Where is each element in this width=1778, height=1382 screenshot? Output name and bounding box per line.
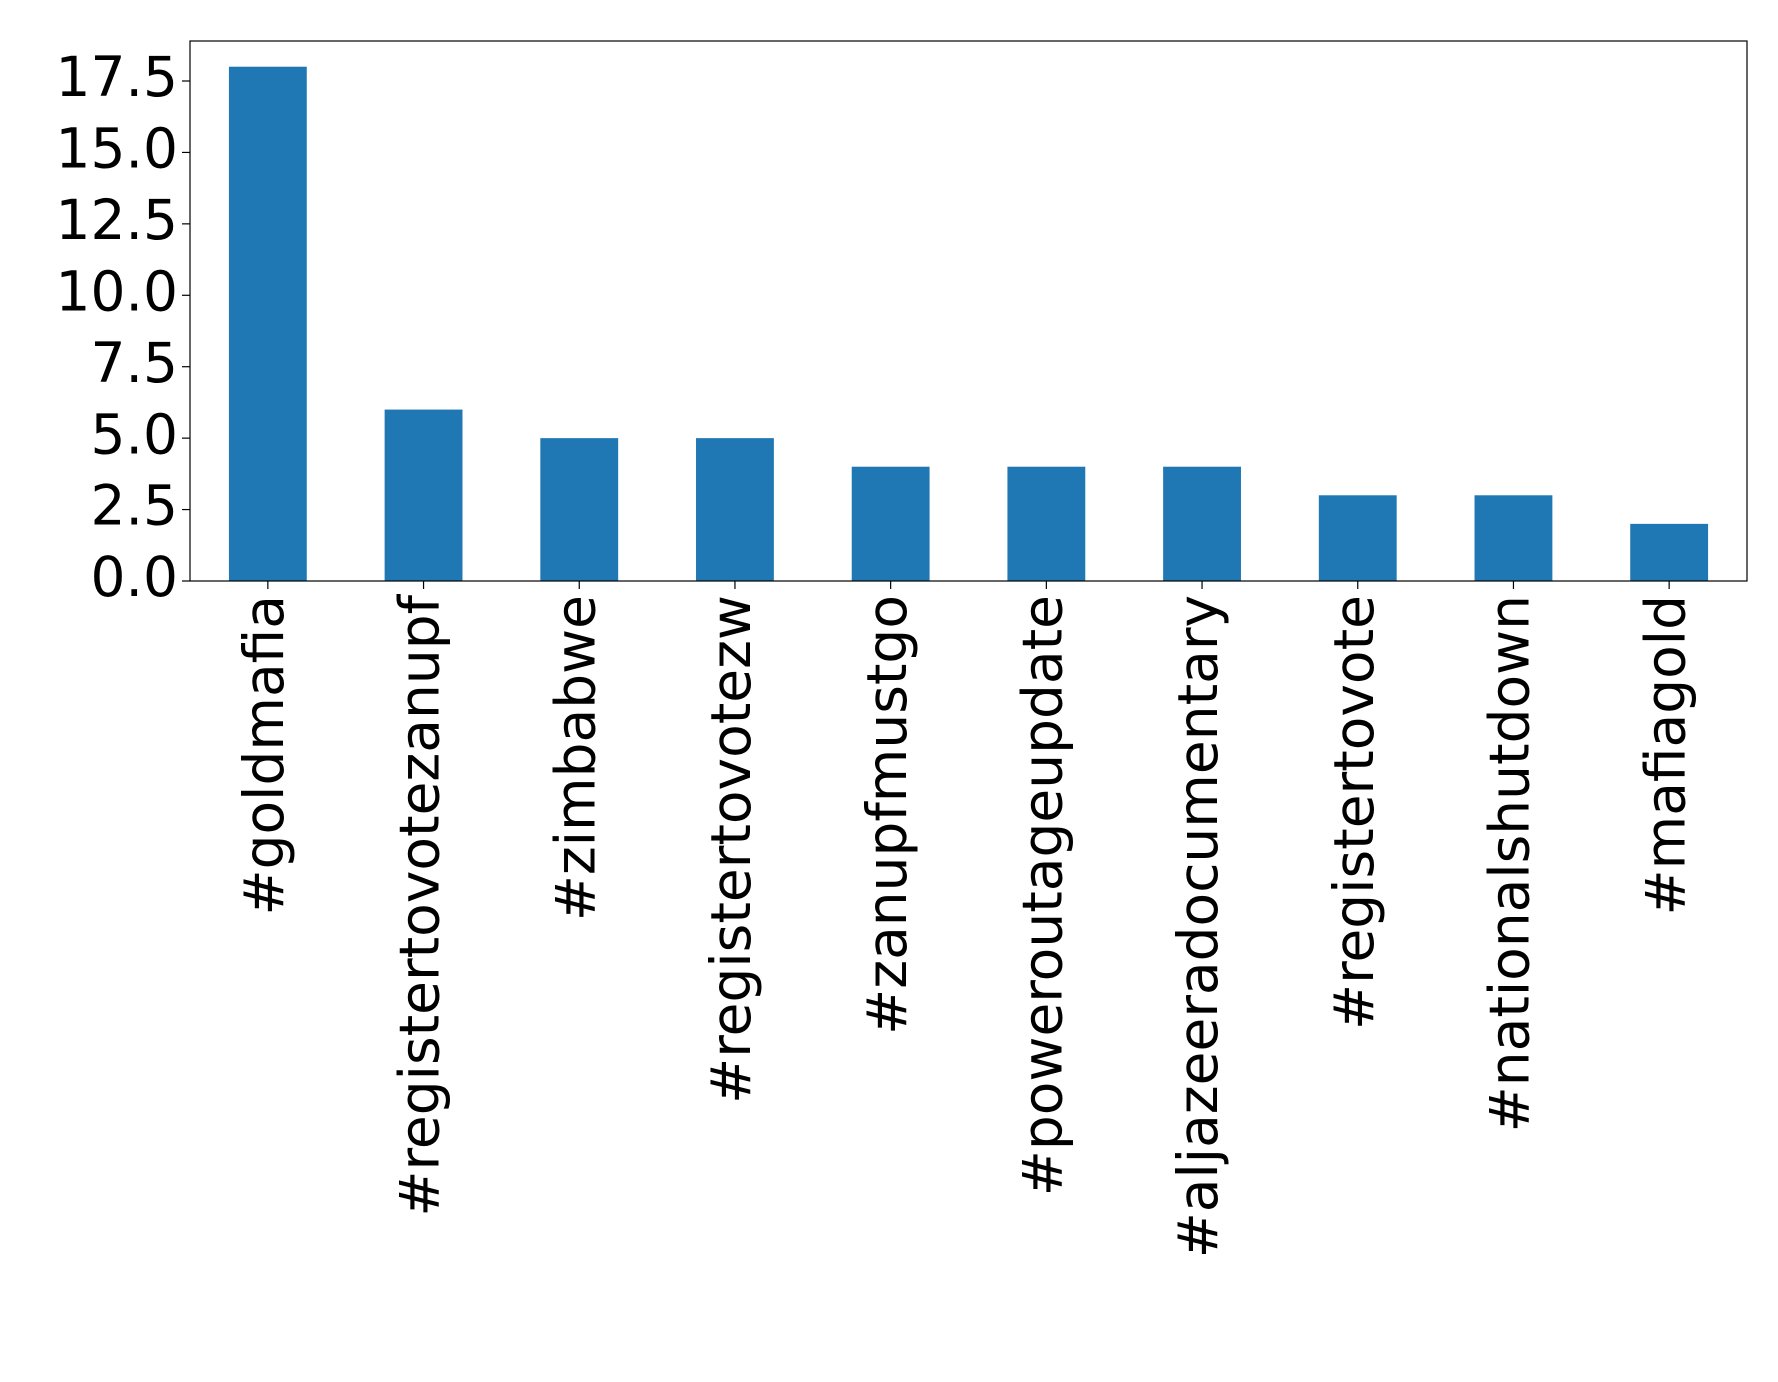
x-tick-label: #zimbabwe (543, 595, 607, 921)
y-tick-label: 2.5 (91, 474, 178, 538)
bar (1474, 495, 1553, 581)
bar (540, 438, 619, 581)
bar (228, 66, 307, 581)
bar (1007, 466, 1086, 581)
x-tick-label: #mafiagold (1633, 595, 1697, 915)
plot-frame (189, 40, 1748, 582)
x-tick-label: #registertovote (1322, 595, 1386, 1030)
y-tick-label: 12.5 (56, 188, 178, 252)
bar (1318, 495, 1397, 581)
bar (1163, 466, 1241, 581)
y-tick-label: 0.0 (91, 545, 178, 609)
y-tick-label: 15.0 (56, 117, 178, 181)
bar (696, 438, 774, 581)
y-tick-label: 5.0 (91, 402, 178, 466)
x-tick-label: #registertovotezanupf (388, 593, 452, 1216)
bar (384, 409, 463, 581)
y-tick-label: 10.0 (56, 259, 178, 323)
x-tick-label: #nationalshutdown (1478, 595, 1542, 1132)
x-tick-label: #goldmafia (232, 595, 296, 915)
x-tick-label: #registertovotezw (699, 595, 763, 1104)
x-tick-label: #aljazeeradocumentary (1166, 595, 1230, 1258)
bar (851, 466, 930, 581)
x-tick-label: #zanupfmustgo (855, 595, 919, 1035)
y-tick-label: 17.5 (56, 45, 178, 109)
x-tick-label: #poweroutageupdate (1010, 595, 1074, 1196)
bar (1630, 523, 1709, 581)
y-tick-label: 7.5 (91, 331, 178, 395)
